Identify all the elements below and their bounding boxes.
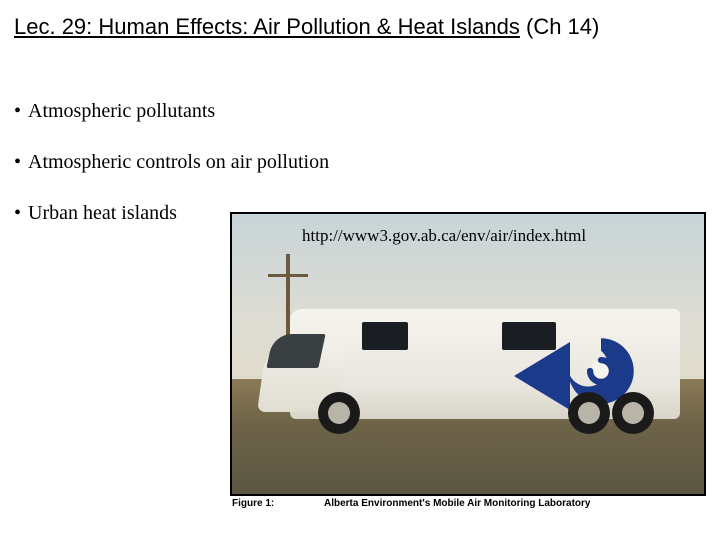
caption-text: Alberta Environment's Mobile Air Monitor… (324, 498, 590, 509)
title-underlined: Lec. 29: Human Effects: Air Pollution & … (14, 14, 520, 39)
rv-window (362, 322, 408, 350)
source-url: http://www3.gov.ab.ca/env/air/index.html (302, 226, 586, 246)
rv-wheel-rear (568, 392, 610, 434)
bullet-icon: • (14, 151, 28, 174)
slide-title: Lec. 29: Human Effects: Air Pollution & … (14, 14, 599, 40)
bullet-icon: • (14, 202, 28, 225)
bullet-text: Atmospheric pollutants (28, 100, 215, 122)
caption-label: Figure 1: (232, 498, 324, 509)
list-item: •Atmospheric pollutants (14, 100, 329, 123)
rv-wheel-front (318, 392, 360, 434)
bullet-text: Urban heat islands (28, 202, 177, 224)
figure-photo (230, 212, 706, 496)
utility-crossarm (268, 274, 308, 277)
figure-caption: Figure 1:Alberta Environment's Mobile Ai… (232, 498, 590, 509)
title-suffix: (Ch 14) (520, 14, 599, 39)
list-item: •Atmospheric controls on air pollution (14, 151, 329, 174)
bullet-text: Atmospheric controls on air pollution (28, 151, 329, 173)
rv-wheel-rear (612, 392, 654, 434)
bullet-icon: • (14, 100, 28, 123)
